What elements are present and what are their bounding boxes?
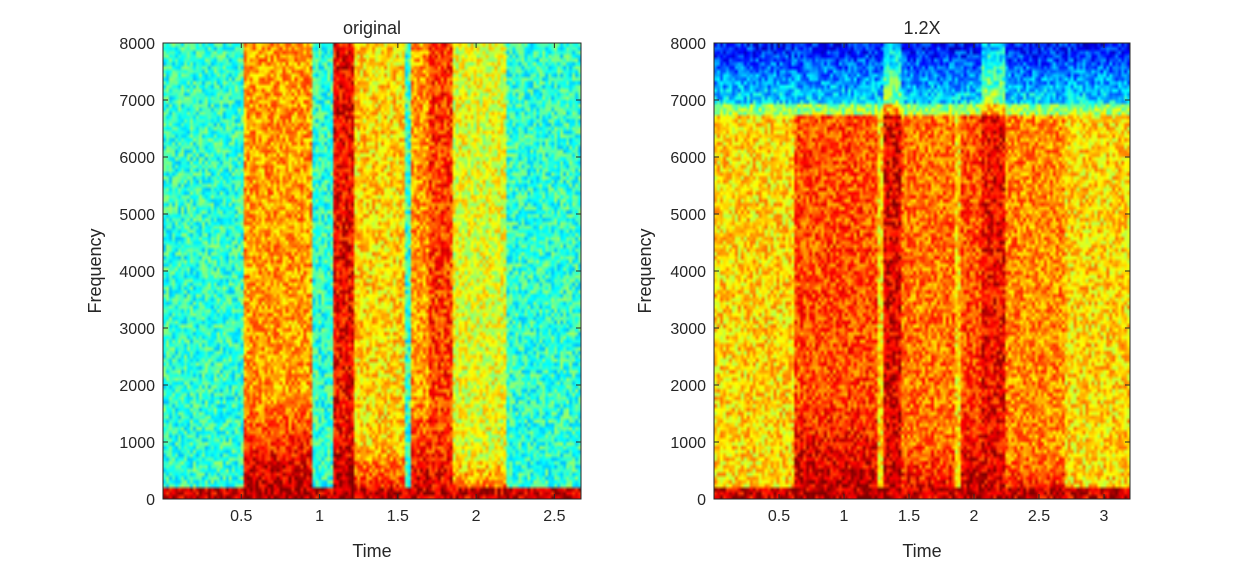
y-axis-label: Frequency [85,228,105,313]
y-tick-label: 6000 [670,150,706,167]
y-tick-label: 1000 [670,435,706,452]
x-tick-label: 1.5 [387,508,409,525]
x-tick-label: 2 [472,508,481,525]
y-tick-label: 6000 [119,150,155,167]
spectrogram-image [714,43,1130,499]
y-tick-label: 3000 [670,321,706,338]
x-tick-label: 1 [315,508,324,525]
x-tick-label: 1.5 [898,508,920,525]
spectrogram-image [163,43,581,499]
x-tick-label: 2.5 [543,508,565,525]
x-tick-label: 0.5 [768,508,790,525]
x-tick-label: 3 [1100,508,1109,525]
y-tick-label: 5000 [670,207,706,224]
y-tick-label: 1000 [119,435,155,452]
x-axis-label: Time [352,541,391,561]
y-tick-label: 4000 [119,264,155,281]
x-tick-label: 0.5 [230,508,252,525]
y-tick-label: 0 [146,492,155,509]
y-tick-label: 2000 [670,378,706,395]
y-tick-label: 5000 [119,207,155,224]
x-axis-label: Time [902,541,941,561]
y-tick-label: 8000 [119,36,155,53]
y-tick-label: 0 [697,492,706,509]
y-tick-label: 3000 [119,321,155,338]
y-axis-label: Frequency [635,228,655,313]
plot-title: original [343,18,401,38]
subplot-original: original Frequency Time 0.5 1 1.5 2 2.5 0 1000… [85,18,582,561]
y-tick-label: 2000 [119,378,155,395]
x-tick-label: 2 [970,508,979,525]
y-tick-label: 7000 [670,93,706,110]
y-tick-label: 7000 [119,93,155,110]
x-tick-label: 2.5 [1028,508,1050,525]
y-tick-label: 4000 [670,264,706,281]
subplot-1-2x: 1.2X Frequency Time 0.5 1 1.5 2 2.5 3 0 1000 200… [635,18,1131,561]
x-tick-label: 1 [840,508,849,525]
y-tick-label: 8000 [670,36,706,53]
plot-title: 1.2X [903,18,940,38]
